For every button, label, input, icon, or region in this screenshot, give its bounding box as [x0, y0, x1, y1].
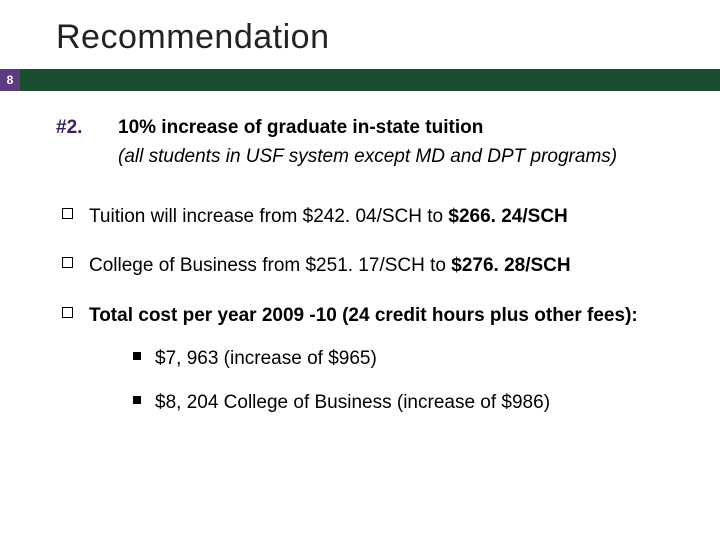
sub-bullet-item: $8, 204 College of Business (increase of… — [133, 388, 680, 417]
square-bullet-icon — [62, 208, 73, 219]
bullet-text: Tuition will increase from $242. 04/SCH … — [89, 202, 680, 231]
slide: Recommendation 8 #2. 10% increase of gra… — [0, 0, 720, 540]
sub-bullet-item: $7, 963 (increase of $965) — [133, 344, 680, 373]
bullet-prefix: Tuition will increase from $242. 04/SCH … — [89, 206, 448, 227]
bullet-item: Total cost per year 2009 -10 (24 credit … — [62, 301, 680, 431]
filled-square-bullet-icon — [133, 352, 141, 360]
bullet-text: College of Business from $251. 17/SCH to… — [89, 251, 680, 280]
heading-bold: 10% increase of graduate in-state tuitio… — [118, 117, 483, 138]
sub-bullet-text: $8, 204 College of Business (increase of… — [155, 388, 550, 417]
bullet-bold-full: Total cost per year 2009 -10 (24 credit … — [89, 305, 638, 326]
bullet-prefix: College of Business from $251. 17/SCH to — [89, 255, 451, 276]
slide-body: #2. 10% increase of graduate in-state tu… — [0, 91, 720, 431]
bullet-bold: $266. 24/SCH — [448, 206, 567, 227]
bullet-text: Total cost per year 2009 -10 (24 credit … — [89, 301, 680, 431]
page-number-box: 8 — [0, 69, 20, 91]
square-bullet-icon — [62, 257, 73, 268]
sub-bullet-text: $7, 963 (increase of $965) — [155, 344, 377, 373]
heading-row: #2. 10% increase of graduate in-state tu… — [56, 113, 680, 172]
bullet-bold: $276. 28/SCH — [451, 255, 570, 276]
heading-text: 10% increase of graduate in-state tuitio… — [118, 113, 680, 172]
bullet-item: Tuition will increase from $242. 04/SCH … — [62, 202, 680, 231]
bullet-item: College of Business from $251. 17/SCH to… — [62, 251, 680, 280]
square-bullet-icon — [62, 307, 73, 318]
slide-title: Recommendation — [0, 0, 720, 69]
sub-bullet-list: $7, 963 (increase of $965) $8, 204 Colle… — [89, 344, 680, 417]
banner-bar: 8 — [0, 69, 720, 91]
bullet-list: Tuition will increase from $242. 04/SCH … — [56, 202, 680, 431]
filled-square-bullet-icon — [133, 396, 141, 404]
heading-number: #2. — [56, 113, 100, 172]
heading-sub: (all students in USF system except MD an… — [118, 146, 617, 167]
